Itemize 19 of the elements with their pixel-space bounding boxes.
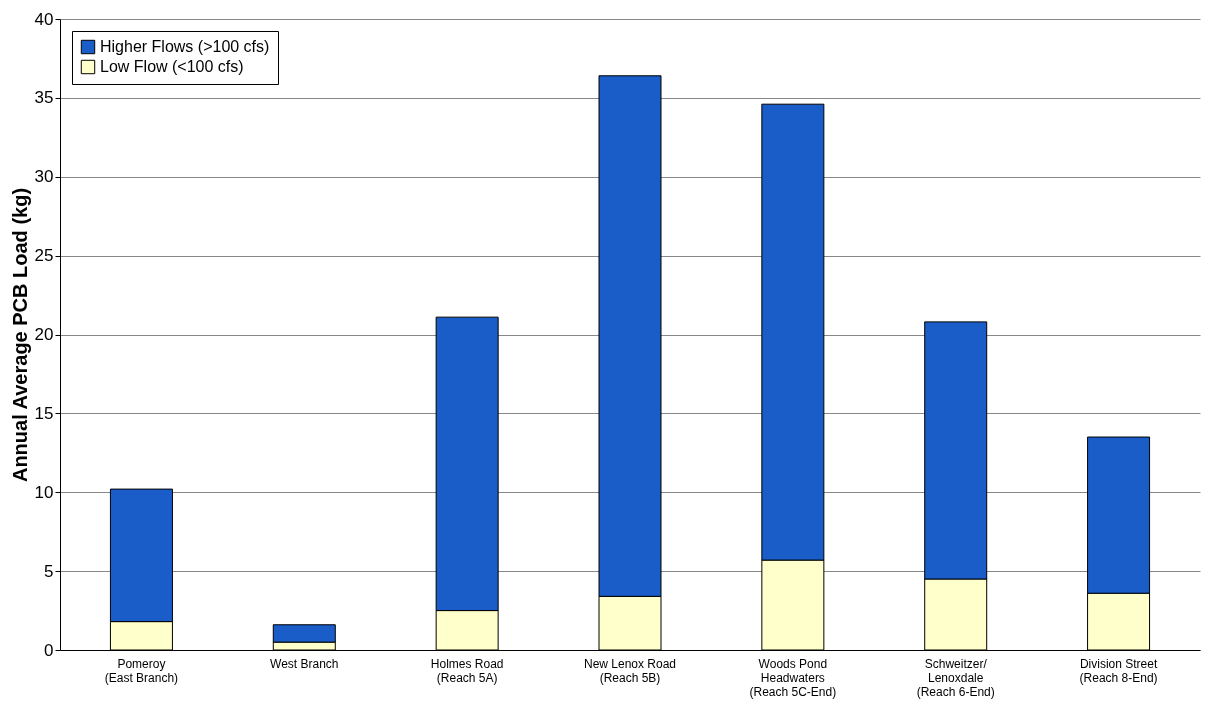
y-tick-label: 15 <box>34 403 54 423</box>
y-tick-label: 35 <box>34 88 54 108</box>
legend-label: Low Flow (<100 cfs) <box>100 58 244 75</box>
x-tick-label: Holmes Road (Reach 5A) <box>430 656 504 685</box>
x-tick-label: Schweitzer/ Lenoxdale (Reach 6-End) <box>916 656 995 699</box>
x-tick-label: New Lenox Road (Reach 5B) <box>583 656 677 685</box>
x-tick-label: Woods Pond Headwaters (Reach 5C-End) <box>749 656 837 699</box>
y-tick-label: 30 <box>34 167 54 187</box>
y-axis-title: Annual Average PCB Load (kg) <box>8 187 31 483</box>
y-tick-label: 0 <box>44 640 54 660</box>
y-tick-label: 25 <box>34 246 54 266</box>
x-tick-label: Pomeroy (East Branch) <box>104 656 179 685</box>
legend-label: Higher Flows (>100 cfs) <box>100 38 270 55</box>
y-tick-label: 10 <box>34 482 54 502</box>
y-tick-label: 20 <box>34 325 54 344</box>
y-tick-label: 40 <box>34 9 54 29</box>
y-tick-label: 5 <box>44 561 54 581</box>
x-tick-label: Division Street (Reach 8-End) <box>1079 656 1158 685</box>
x-tick-label: West Branch <box>270 656 339 671</box>
